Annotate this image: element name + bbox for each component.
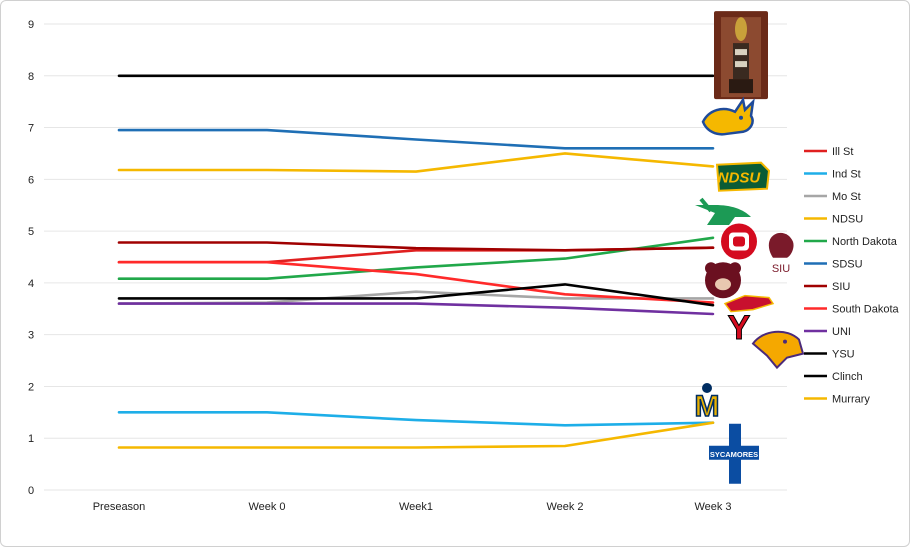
indiana-logo-text: SYCAMORES: [710, 450, 758, 459]
y-tick-label: 9: [28, 19, 34, 31]
south-dakota-logo: [721, 223, 757, 260]
y-axis-ticks: 0 1 2 3 4 5 6 7 8 9: [28, 19, 34, 497]
legend-label: SIU: [832, 281, 850, 293]
legend: Ill St Ind St Mo St NDSU North Dakota SDSU SIU…: [804, 146, 900, 406]
series-line: [117, 410, 715, 427]
ndsu-logo-text: NDSU: [718, 170, 762, 187]
series-line: [117, 236, 715, 281]
legend-label: SDSU: [832, 259, 863, 271]
illinois-state-redbird-logo: [723, 294, 775, 313]
series-line: [117, 421, 715, 449]
series-lines: [117, 74, 715, 449]
murray-logo-text: M: [695, 390, 720, 423]
missouri-state-bear-logo: [705, 262, 741, 299]
legend-label: Ill St: [832, 146, 853, 158]
y-tick-label: 5: [28, 226, 34, 238]
y-tick-label: 1: [28, 433, 34, 445]
legend-label: North Dakota: [832, 236, 898, 248]
y-tick-label: 3: [28, 330, 34, 342]
legend-label: YSU: [832, 349, 855, 361]
ysu-logo: Y: [727, 308, 751, 347]
series-line: [117, 241, 715, 252]
legend-label: UNI: [832, 326, 851, 338]
sdsu-jackrabbit-logo: [701, 96, 755, 136]
ysu-logo-text: Y: [728, 309, 751, 347]
x-axis-ticks: Preseason Week 0 Week1 Week 2 Week 3: [93, 501, 732, 513]
series-line: [117, 128, 715, 150]
series-line: [117, 260, 715, 304]
siu-saluki-logo: SIU: [768, 232, 794, 275]
x-tick-label: Week 0: [248, 501, 285, 513]
x-tick-label: Week1: [399, 501, 433, 513]
murray-state-logo: M: [694, 383, 720, 424]
north-dakota-logo: [695, 197, 751, 225]
y-tick-label: 6: [28, 174, 34, 186]
y-tick-label: 8: [28, 71, 34, 83]
y-tick-label: 7: [28, 123, 34, 135]
ndsu-bison-logo: NDSU: [715, 161, 771, 192]
legend-label: NDSU: [832, 214, 863, 226]
trophy-logo: [714, 11, 768, 100]
legend-label: Clinch: [832, 371, 863, 383]
team-logos: NDSU SIU Y M SYCAMORES: [694, 11, 805, 484]
series-line: [117, 302, 715, 316]
x-tick-label: Week 2: [546, 501, 583, 513]
legend-label: Murrary: [832, 394, 870, 406]
y-tick-label: 4: [28, 278, 34, 290]
series-line: [117, 152, 715, 173]
x-tick-label: Week 3: [694, 501, 731, 513]
x-tick-label: Preseason: [93, 501, 146, 513]
indiana-state-logo: SYCAMORES: [709, 423, 759, 484]
legend-label: Mo St: [832, 191, 861, 203]
y-tick-label: 2: [28, 381, 34, 393]
legend-label: South Dakota: [832, 304, 900, 316]
siu-logo-text: SIU: [772, 263, 790, 275]
uni-panther-logo: [751, 330, 805, 370]
legend-label: Ind St: [832, 169, 861, 181]
y-tick-label: 0: [28, 485, 34, 497]
series-line: [117, 283, 715, 307]
